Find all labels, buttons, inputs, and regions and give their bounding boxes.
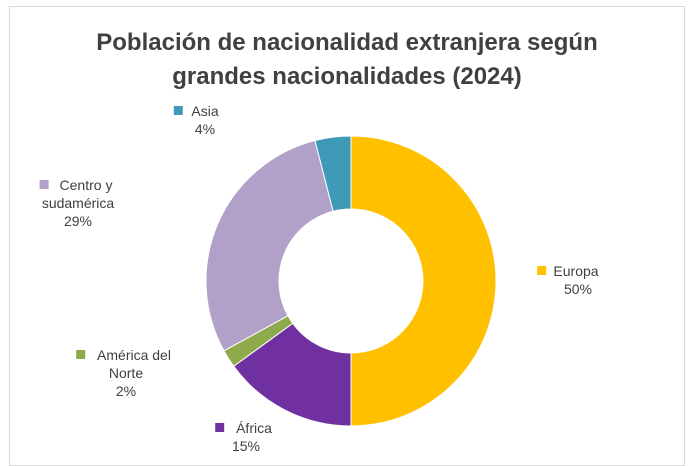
slice-europa <box>350 135 497 427</box>
label-centro-y-sudamerica-percent: 29% <box>64 213 92 229</box>
label-africa-percent: 15% <box>232 438 260 454</box>
label-centro-y-sudamerica-name-1: Centro y <box>60 177 113 193</box>
label-america-del-norte-key <box>76 350 86 359</box>
label-europa: Europa 50% <box>537 263 599 297</box>
label-europa-name-1: Europa <box>553 263 598 279</box>
slice-asia <box>314 135 352 212</box>
label-asia-key <box>173 106 183 115</box>
chart-title: Población de nacionalidad extranjera seg… <box>9 26 685 94</box>
label-centro-y-sudamerica-key <box>39 180 49 189</box>
label-africa-name-1: África <box>236 420 272 436</box>
label-america-del-norte-name-2: Norte <box>109 365 143 381</box>
label-africa: África 15% <box>215 420 272 454</box>
chart-title-line-1: Población de nacionalidad extranjera seg… <box>96 29 598 56</box>
label-asia-percent: 4% <box>195 121 215 137</box>
chart-title-line-2: grandes nacionalidades (2024) <box>172 63 522 90</box>
donut-chart: Europa 50% África 15% América del Norte 2% Cent… <box>39 103 599 454</box>
label-centro-y-sudamerica-name-2: sudamérica <box>42 195 115 211</box>
label-america-del-norte-percent: 2% <box>116 383 136 399</box>
slice-centro-y-sudamerica <box>205 139 334 352</box>
label-america-del-norte: América del Norte 2% <box>76 347 171 399</box>
label-america-del-norte-name-1: América del <box>97 347 171 363</box>
label-europa-percent: 50% <box>564 281 592 297</box>
label-asia: Asia 4% <box>173 103 219 137</box>
label-africa-key <box>215 423 225 432</box>
donut-labels: Europa 50% África 15% América del Norte 2% Cent… <box>39 103 599 454</box>
donut-slices <box>205 135 497 427</box>
label-asia-name-1: Asia <box>191 103 218 119</box>
label-europa-key <box>537 266 547 275</box>
label-centro-y-sudamerica: Centro y sudamérica 29% <box>39 177 115 229</box>
